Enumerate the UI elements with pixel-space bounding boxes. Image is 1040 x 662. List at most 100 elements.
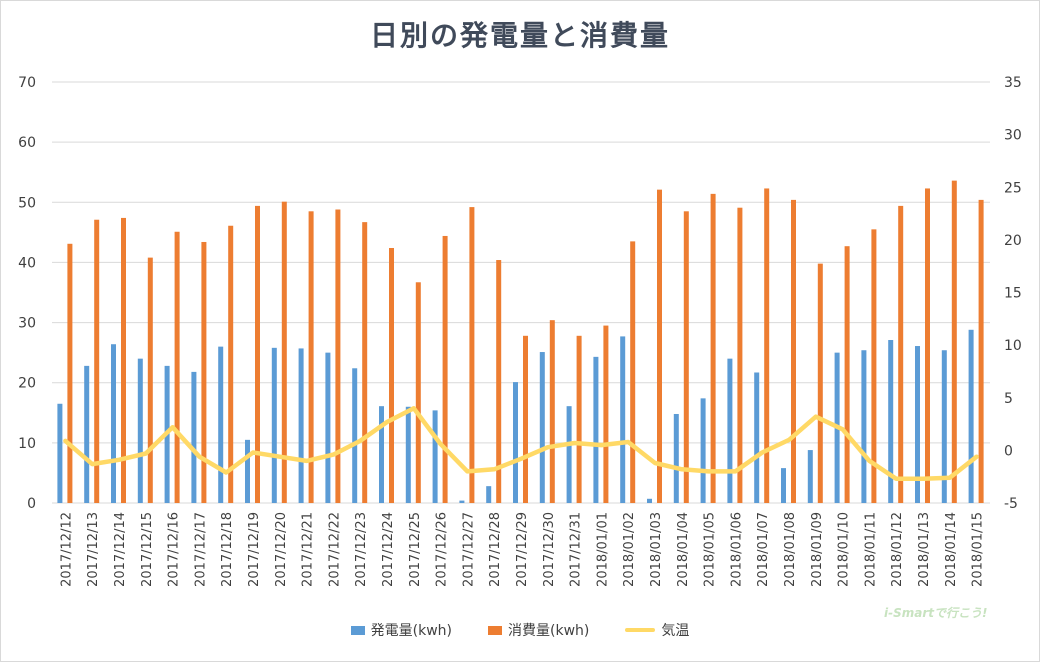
bar-generation (807, 450, 813, 503)
x-tick-label: 2018/01/12 (890, 512, 905, 587)
x-tick-label: 2018/01/08 (783, 512, 798, 587)
x-tick-label: 2017/12/22 (327, 512, 342, 587)
bar-generation (673, 413, 679, 503)
bar-generation (271, 347, 277, 503)
bar-consumption (871, 229, 877, 503)
x-tick-label: 2018/01/07 (756, 512, 771, 587)
x-tick-label: 2017/12/12 (59, 512, 74, 587)
y-left-tick-label: 60 (18, 135, 36, 151)
legend-item-generation: 発電量(kwh) (350, 620, 452, 640)
bar-generation (861, 350, 867, 503)
x-tick-label: 2017/12/31 (569, 512, 584, 587)
x-tick-label: 2017/12/21 (301, 512, 316, 587)
y-right-tick-label: 25 (1004, 180, 1022, 196)
chart-title: 日別の発電量と消費量 (369, 19, 670, 52)
y-right-tick-label: 20 (1004, 233, 1022, 249)
bar-generation (325, 352, 331, 503)
bar-generation (566, 406, 572, 503)
bar-generation (593, 356, 599, 503)
watermark-logo: i-Smartで行こう! (884, 606, 988, 620)
bar-consumption (281, 201, 287, 504)
bar-consumption (255, 205, 260, 503)
y-right-tick-label: 0 (1004, 443, 1013, 459)
x-tick-label: 2017/12/29 (515, 512, 530, 587)
bar-generation (191, 371, 197, 503)
bar-consumption (469, 207, 475, 503)
bar-consumption (67, 243, 73, 503)
bar-generation (513, 382, 518, 503)
x-tick-label: 2017/12/18 (220, 512, 235, 587)
bar-consumption (978, 199, 984, 503)
bar-generation (218, 346, 224, 503)
bar-consumption (603, 325, 609, 503)
bar-consumption (442, 235, 448, 504)
bar-generation (486, 486, 492, 503)
bar-consumption (549, 320, 555, 503)
x-tick-label: 2017/12/27 (461, 512, 476, 587)
x-tick-label: 2017/12/17 (193, 512, 208, 587)
bar-generation (968, 329, 974, 503)
bar-generation (754, 372, 760, 503)
legend-item-consumption: 消費量(kwh) (488, 620, 589, 640)
bar-consumption (737, 207, 743, 503)
bar-generation (781, 468, 786, 503)
legend-item-temperature: 気温 (625, 620, 689, 640)
y-left-tick-label: 20 (18, 376, 36, 392)
bar-generation (137, 358, 143, 503)
bar-consumption (925, 188, 930, 503)
bar-consumption (228, 225, 234, 503)
bar-generation (111, 344, 116, 503)
bar-consumption (898, 205, 904, 503)
bar-generation (432, 410, 438, 503)
bar-generation (620, 336, 626, 503)
bar-generation (727, 358, 733, 503)
bar-consumption (496, 260, 502, 503)
bar-consumption (147, 257, 153, 503)
bar-consumption (335, 209, 341, 503)
y-right-tick-label: -5 (1004, 496, 1018, 512)
y-left-tick-label: 0 (27, 496, 36, 512)
bar-consumption (174, 231, 180, 503)
y-right-tick-label: 30 (1004, 128, 1022, 144)
y-right-tick-label: 15 (1004, 286, 1022, 302)
x-tick-label: 2017/12/28 (488, 512, 503, 587)
bar-consumption (94, 219, 100, 503)
x-tick-label: 2018/01/03 (649, 512, 664, 587)
x-tick-label: 2018/01/13 (917, 512, 932, 587)
x-tick-label: 2017/12/24 (381, 512, 396, 587)
y-right-tick-label: 5 (1004, 391, 1013, 407)
bar-generation (405, 406, 411, 503)
x-tick-label: 2018/01/01 (595, 512, 610, 587)
y-left-tick-label: 10 (18, 436, 36, 452)
bar-generation (647, 498, 652, 503)
legend-label-generation: 発電量(kwh) (370, 623, 452, 639)
x-tick-label: 2018/01/11 (863, 512, 878, 587)
x-tick-label: 2017/12/14 (113, 512, 128, 587)
bar-consumption (817, 263, 823, 503)
bar-generation (941, 350, 947, 503)
x-tick-label: 2017/12/15 (140, 512, 155, 587)
x-tick-label: 2017/12/26 (435, 512, 450, 587)
x-tick-label: 2018/01/02 (622, 512, 637, 587)
bar-generation (888, 340, 894, 503)
bar-generation (379, 406, 384, 503)
bar-generation (245, 439, 250, 503)
x-tick-label: 2017/12/16 (167, 512, 182, 587)
x-tick-label: 2018/01/04 (676, 512, 691, 587)
bar-generation (459, 500, 465, 503)
x-tick-label: 2018/01/09 (810, 512, 825, 587)
y-left-tick-label: 40 (18, 255, 36, 271)
y-left-tick-label: 50 (18, 195, 36, 211)
legend-label-consumption: 消費量(kwh) (508, 623, 590, 639)
bar-generation (915, 346, 920, 503)
x-tick-label: 2017/12/23 (354, 512, 369, 587)
bar-generation (539, 352, 545, 503)
y-right-tick-label: 35 (1004, 75, 1022, 91)
legend-swatch-generation (350, 625, 365, 635)
x-tick-label: 2018/01/10 (837, 512, 852, 587)
bar-generation (84, 365, 90, 503)
bar-consumption (121, 217, 126, 503)
bar-consumption (764, 188, 770, 503)
bar-consumption (951, 180, 957, 504)
